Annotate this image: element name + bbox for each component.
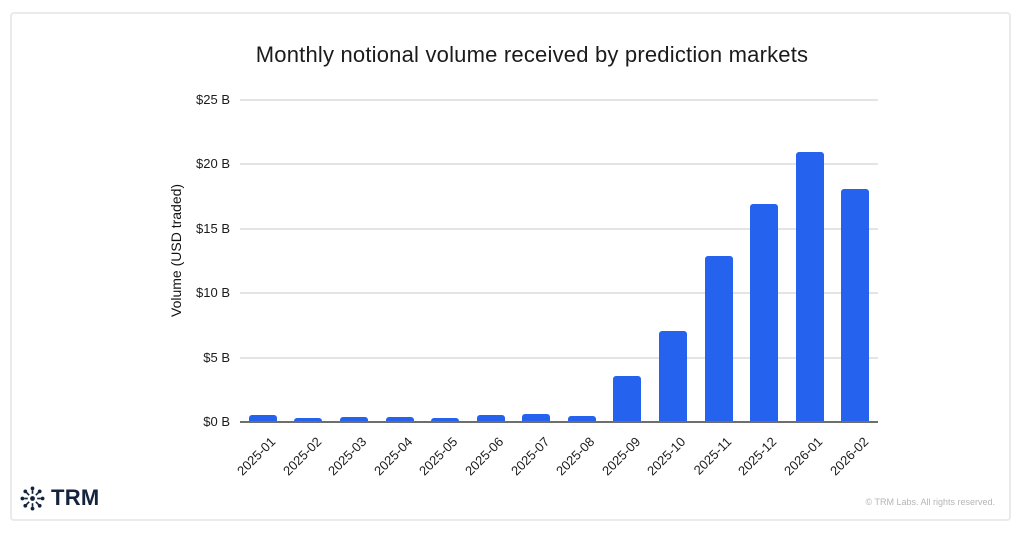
y-tick-label: $15 B [196, 220, 230, 236]
x-tick-label: 2025-01 [234, 434, 279, 479]
x-tick-label: 2025-06 [461, 434, 507, 479]
gridline [240, 163, 878, 166]
y-tick-label: $10 B [196, 285, 230, 301]
trm-logo-text: TRM [51, 485, 100, 510]
network-asterisk-icon [20, 486, 45, 510]
x-axis-baseline [240, 421, 878, 423]
y-tick-label: $20 B [196, 156, 230, 172]
gridline [240, 227, 878, 230]
bar-2025-10 [658, 330, 687, 422]
bar-2026-02 [841, 188, 870, 422]
chart-title: Monthly notional volume received by pred… [255, 42, 809, 67]
bar-2025-08 [567, 415, 596, 422]
copyright-text: © TRM Labs. All rights reserved. [865, 497, 995, 507]
x-tick-label: 2025-03 [325, 434, 370, 479]
x-tick-label: 2025-12 [735, 434, 780, 479]
x-tick-label: 2025-05 [416, 434, 461, 479]
gridline [240, 292, 878, 295]
bar-2025-05 [431, 417, 460, 422]
x-tick-label: 2025-04 [370, 434, 416, 479]
bar-2025-07 [522, 413, 551, 422]
gridline [240, 356, 878, 359]
plot-area: $0 B $5 B $10 B $15 B $20 B $25 B 2025-01 2025-… [196, 92, 878, 478]
gridline [240, 99, 878, 101]
bar-2025-03 [339, 416, 368, 422]
x-tick-label: 2025-09 [598, 434, 643, 479]
bar-2025-06 [476, 414, 505, 422]
bar-2025-02 [294, 418, 323, 422]
y-tick-label: $25 B [196, 92, 230, 107]
chart-card: Monthly notional volume received by pred… [10, 12, 1011, 521]
x-tick-label: 2026-02 [826, 434, 871, 479]
bar-2025-11 [704, 255, 733, 422]
y-tick-label: $5 B [203, 349, 230, 365]
x-tick-label: 2025-11 [690, 434, 735, 478]
trm-logo: TRM [20, 483, 100, 513]
x-tick-label: 2025-07 [507, 434, 552, 479]
bar-2025-04 [385, 416, 414, 422]
bar-2026-01 [795, 151, 824, 422]
bar-2025-12 [750, 204, 779, 422]
x-tick-label: 2025-10 [644, 434, 689, 479]
bar-2025-09 [613, 375, 642, 422]
y-tick-label: $0 B [203, 414, 230, 429]
bar-2025-01 [248, 414, 277, 422]
x-tick-label: 2026-01 [780, 434, 826, 479]
x-tick-label: 2025-02 [279, 434, 324, 479]
x-tick-label: 2025-08 [553, 434, 598, 479]
